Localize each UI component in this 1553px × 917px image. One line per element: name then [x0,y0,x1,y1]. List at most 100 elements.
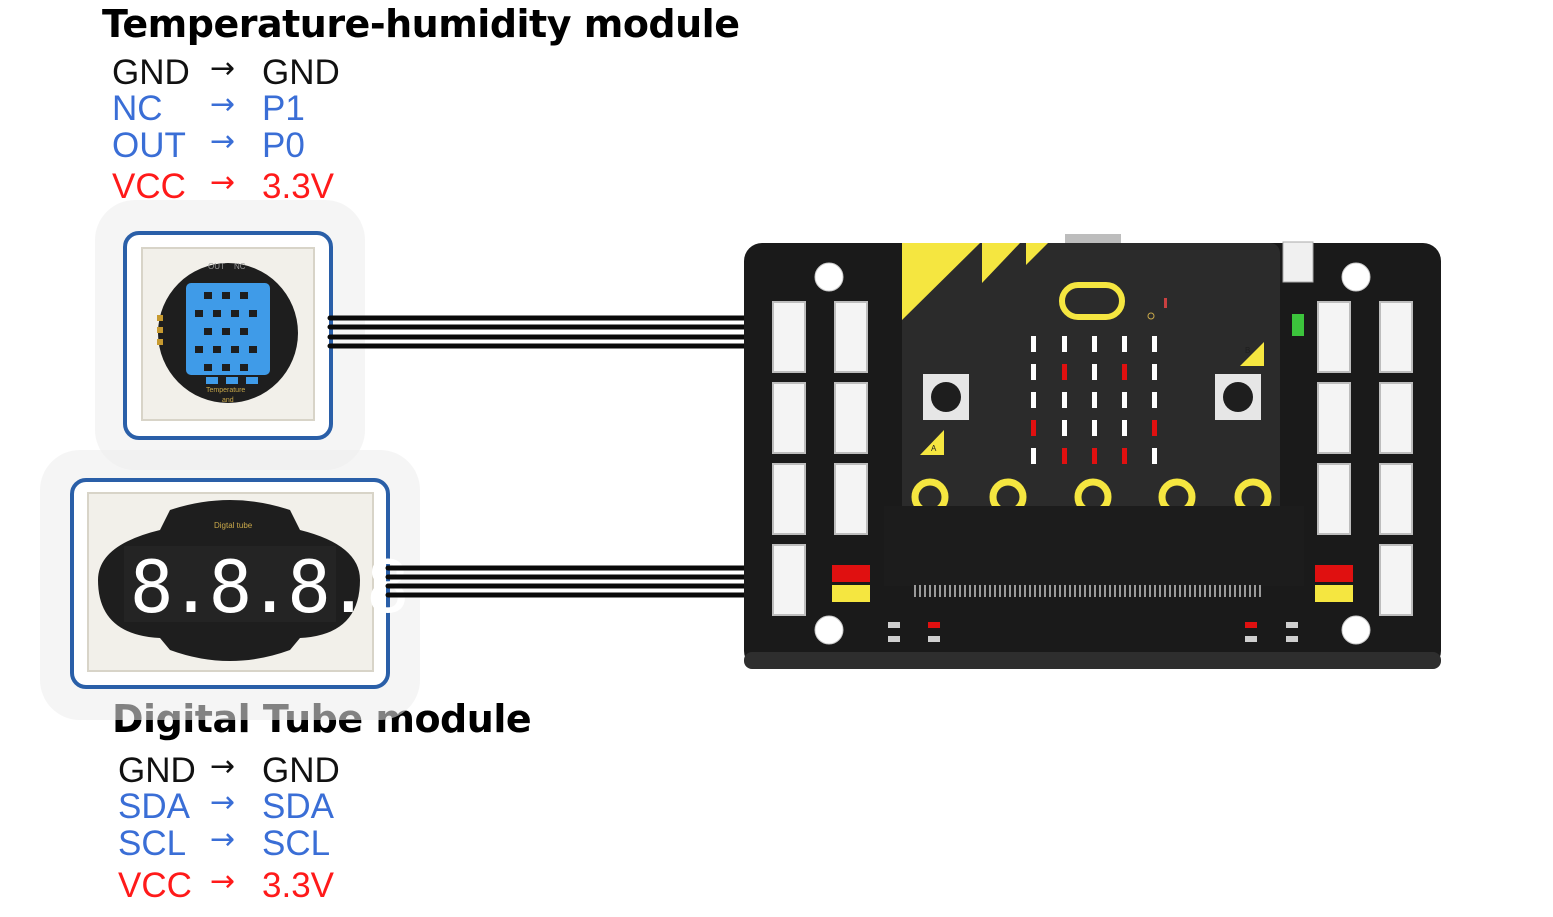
edge-pin [1124,585,1126,597]
pin-from: GND [112,53,190,92]
pin-to: SCL [262,824,331,863]
edge-pin [1129,585,1131,597]
edge-pin [1139,585,1141,597]
pin-from: OUT [112,126,186,165]
edge-pin [954,585,956,597]
usb-port [1065,234,1121,244]
pin-from: VCC [118,866,192,905]
edge-pin [1254,585,1256,597]
expansion-board: A B [744,234,1441,669]
connector-column-right [1317,301,1413,616]
arrow-icon: → [210,749,236,784]
pin-to: P0 [262,126,305,165]
edge-pin [1074,585,1076,597]
arrow-icon: → [210,165,236,200]
edge-pin [999,585,1001,597]
pin-from: GND [118,751,196,790]
pin-to: 3.3V [262,866,334,905]
edge-pin [1064,585,1066,597]
pin-from: VCC [112,167,186,206]
edge-pin [949,585,951,597]
edge-pin [974,585,976,597]
temp-humidity-module: OUT NC Temperature and [123,231,333,440]
edge-pin [984,585,986,597]
edge-pin [1189,585,1191,597]
jumper-red [1315,565,1353,582]
edge-pin [969,585,971,597]
edge-pin [1259,585,1261,597]
edge-pin [1109,585,1111,597]
edge-pin [1009,585,1011,597]
edge-pin [1224,585,1226,597]
jumper-yellow [1315,585,1353,602]
edge-pin [1194,585,1196,597]
mounting-hole [1341,615,1371,645]
mounting-hole [1341,262,1371,292]
edge-pin [1084,585,1086,597]
edge-pin [1054,585,1056,597]
edge-pin [1049,585,1051,597]
edge-connector-pins [914,585,1261,597]
edge-pin [1219,585,1221,597]
edge-pin [964,585,966,597]
edge-pin [1184,585,1186,597]
button-a-label: A [931,444,937,453]
board-label: NC [234,262,246,271]
edge-connector-slot [884,506,1304,586]
edge-pin [1069,585,1071,597]
edge-pin [1004,585,1006,597]
edge-pin [994,585,996,597]
edge-pin [939,585,941,597]
edge-pin [1144,585,1146,597]
edge-pin [929,585,931,597]
jumper-red [832,565,870,582]
sensor-grille-holes [195,292,257,371]
edge-pin [1169,585,1171,597]
edge-pin [1244,585,1246,597]
wire-bundle-temp [327,310,793,352]
edge-pin [1164,585,1166,597]
connector-column-left [772,301,868,616]
edge-pin [1204,585,1206,597]
pin-to: GND [262,53,340,92]
board-label: Digtal tube [214,521,253,530]
board-label: Temperature [206,387,245,394]
edge-pin [1179,585,1181,597]
edge-pin [1089,585,1091,597]
edge-pin [989,585,991,597]
pin-from: NC [112,89,163,128]
arrow-icon: → [210,864,236,899]
edge-pin [1154,585,1156,597]
button-b[interactable]: B [1215,342,1264,420]
temp-humidity-title: Temperature-humidity module [102,2,740,46]
edge-pin [914,585,916,597]
edge-pin [1159,585,1161,597]
power-led [1292,314,1304,336]
edge-pin [1094,585,1096,597]
edge-pin [944,585,946,597]
arrow-icon: → [210,785,236,820]
edge-pin [1099,585,1101,597]
button-a[interactable]: A [920,374,969,455]
microbit-logo-icon [1059,282,1125,320]
edge-pin [1239,585,1241,597]
pin-to: 3.3V [262,167,334,206]
edge-pin [924,585,926,597]
edge-pin [934,585,936,597]
arrow-icon: → [210,87,236,122]
pin-to: GND [262,751,340,790]
edge-pin [1234,585,1236,597]
edge-pin [1119,585,1121,597]
edge-pin [1209,585,1211,597]
led-matrix [1031,336,1157,464]
edge-pin [1199,585,1201,597]
edge-pin [1044,585,1046,597]
edge-pin [1059,585,1061,597]
button-b-label: B [1245,346,1250,355]
edge-pin [979,585,981,597]
edge-pin [1249,585,1251,597]
edge-pin [1039,585,1041,597]
pin-to: SDA [262,787,334,826]
edge-pin [1229,585,1231,597]
